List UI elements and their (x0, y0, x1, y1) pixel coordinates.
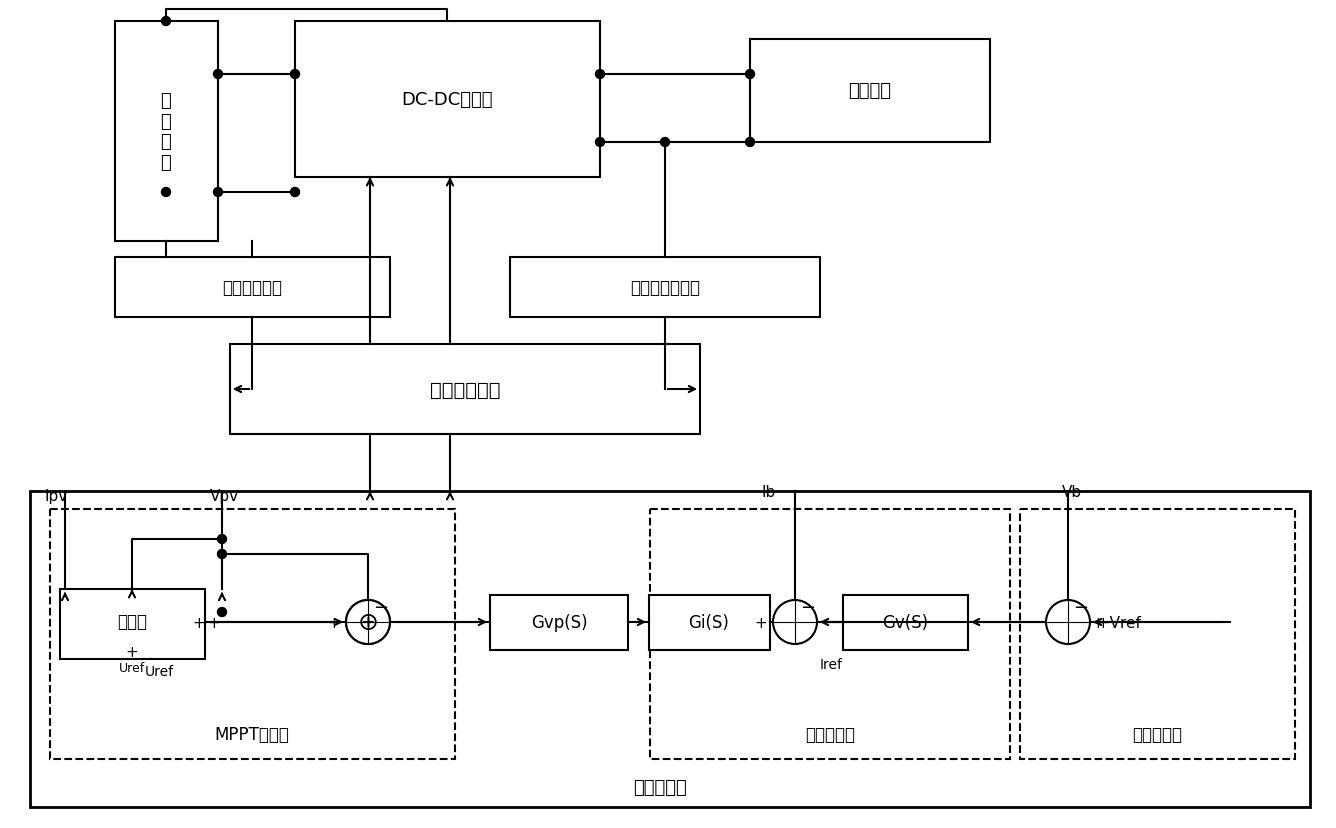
Circle shape (1046, 600, 1090, 644)
Text: 光
伏
阵
列: 光 伏 阵 列 (160, 92, 171, 172)
Text: + Vref: + Vref (1092, 614, 1141, 630)
Polygon shape (1019, 509, 1295, 759)
Text: −: − (1073, 599, 1088, 616)
Text: 运算器: 运算器 (118, 612, 147, 630)
Text: +: + (192, 614, 204, 630)
Text: 中央控制单元: 中央控制单元 (430, 380, 500, 399)
Circle shape (214, 188, 223, 197)
Circle shape (162, 17, 171, 26)
Text: Gv(S): Gv(S) (882, 614, 929, 631)
Polygon shape (651, 509, 1010, 759)
Text: +: + (126, 644, 139, 659)
Text: Ipv: Ipv (45, 489, 68, 504)
Text: −: − (373, 599, 389, 616)
Text: +: + (327, 614, 339, 630)
Circle shape (290, 188, 299, 197)
Circle shape (774, 600, 818, 644)
Text: MPPT控制环: MPPT控制环 (215, 725, 290, 743)
Circle shape (290, 70, 299, 79)
Circle shape (346, 600, 390, 644)
Text: 蓄电池组: 蓄电池组 (848, 82, 891, 100)
Text: 光伏采样电路: 光伏采样电路 (222, 279, 282, 296)
Text: −: − (800, 599, 815, 616)
Polygon shape (749, 40, 990, 142)
Text: ⊕: ⊕ (358, 610, 378, 634)
Polygon shape (49, 509, 456, 759)
Polygon shape (230, 344, 700, 435)
Circle shape (745, 138, 755, 147)
Polygon shape (490, 595, 628, 650)
Text: Uref: Uref (119, 662, 146, 674)
Text: +: + (755, 614, 767, 630)
Text: Ib: Ib (762, 485, 776, 500)
Text: +: + (207, 614, 219, 630)
Circle shape (214, 70, 223, 79)
Polygon shape (29, 491, 1311, 807)
Text: Gi(S): Gi(S) (688, 614, 729, 631)
Circle shape (745, 70, 755, 79)
Text: 电流控制环: 电流控制环 (806, 725, 855, 743)
Text: Gvp(S): Gvp(S) (530, 614, 588, 631)
Circle shape (596, 138, 604, 147)
Polygon shape (649, 595, 770, 650)
Polygon shape (295, 22, 600, 178)
Text: Uref: Uref (146, 664, 174, 678)
Circle shape (218, 535, 227, 544)
Circle shape (596, 70, 604, 79)
Circle shape (346, 600, 390, 644)
Text: Iref: Iref (820, 657, 843, 672)
Text: +: + (1096, 614, 1109, 630)
Text: DC-DC变换器: DC-DC变换器 (401, 91, 493, 108)
Text: Vpv: Vpv (210, 489, 239, 504)
Circle shape (660, 138, 669, 147)
Polygon shape (843, 595, 969, 650)
Text: 充电控制器: 充电控制器 (633, 778, 687, 796)
Text: 电压控制环: 电压控制环 (1132, 725, 1182, 743)
Circle shape (162, 188, 171, 197)
Circle shape (218, 550, 227, 559)
Polygon shape (115, 258, 390, 318)
Text: Vb: Vb (1062, 485, 1082, 500)
Polygon shape (60, 590, 204, 659)
Text: 蓄电池采样电路: 蓄电池采样电路 (631, 279, 700, 296)
Circle shape (218, 608, 227, 617)
Polygon shape (115, 22, 218, 242)
Polygon shape (510, 258, 820, 318)
